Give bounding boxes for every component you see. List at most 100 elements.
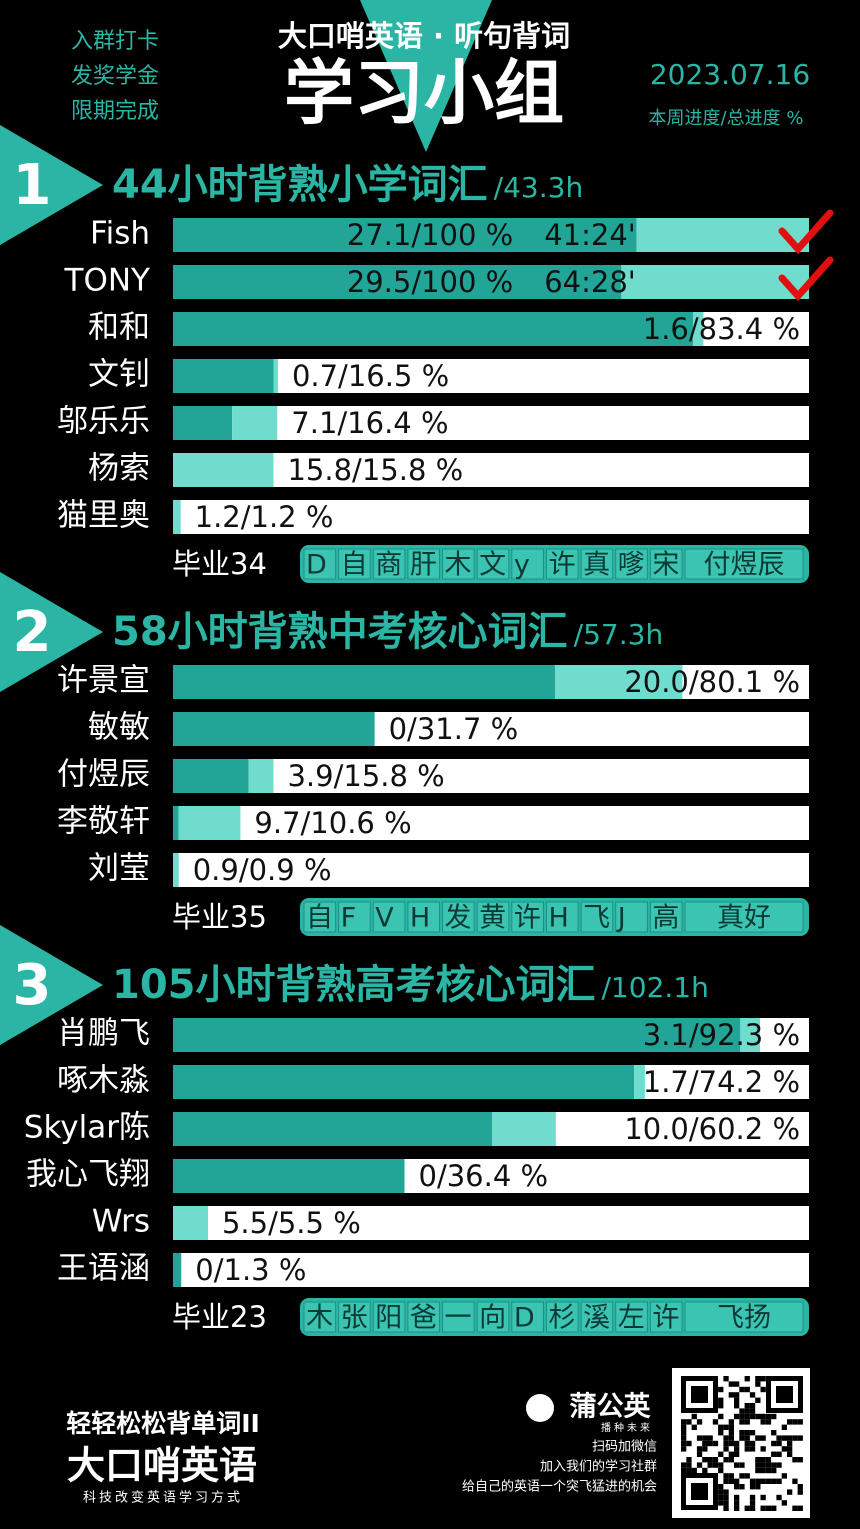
qr-module [734, 1451, 740, 1457]
qr-module [691, 1467, 697, 1474]
qr-module [691, 1424, 697, 1430]
graduate-cell [476, 1301, 510, 1333]
graduate-name: 一 [445, 1303, 472, 1334]
graduate-name: F [341, 903, 357, 934]
qr-module [749, 1403, 756, 1409]
qr-module [681, 1419, 687, 1425]
qr-module [744, 1408, 750, 1414]
qr-module [718, 1386, 724, 1393]
qr-module [755, 1462, 761, 1468]
graduate-cell [442, 1301, 475, 1333]
qr-module [749, 1408, 756, 1414]
qr-module [723, 1440, 729, 1447]
graduate-name: J [616, 903, 626, 934]
graduate-name: H [548, 903, 568, 934]
graduate-cell [545, 901, 579, 933]
graduate-cell [407, 1301, 441, 1333]
graduate-cell [442, 548, 475, 580]
bar-previous [173, 218, 637, 252]
progress-label: 7.1/16.4 % [291, 406, 448, 440]
section-number: 2 [13, 600, 52, 665]
qr-module [728, 1478, 734, 1484]
bar-previous [173, 406, 233, 440]
graduate-cell [511, 1301, 544, 1333]
qr-module [718, 1403, 724, 1409]
qr-module [760, 1419, 766, 1425]
graduate-cell [442, 901, 475, 933]
member-name: 王语涵 [57, 1251, 150, 1287]
qr-module [707, 1440, 713, 1447]
graduate-cell [684, 1301, 804, 1333]
progress-label: 9.7/10.6 % [254, 806, 411, 840]
progress-label: 20.0/80.1 % [624, 665, 800, 699]
qr-finder [691, 1483, 708, 1500]
qr-module [765, 1478, 772, 1484]
bar-weekly [492, 1112, 556, 1146]
graduate-name: 张 [341, 1303, 368, 1334]
progress-label: 0/1.3 % [195, 1253, 306, 1287]
qr-module [739, 1419, 745, 1425]
qr-module [744, 1419, 750, 1425]
qr-module [728, 1424, 734, 1430]
bar-weekly [273, 359, 278, 393]
qr-module [765, 1467, 772, 1474]
qr-module [728, 1381, 734, 1387]
qr-module [755, 1478, 761, 1484]
progress-label: 29.5/100 % [347, 265, 513, 299]
graduate-name: 自 [306, 903, 333, 934]
graduate-cell [338, 1301, 371, 1333]
header-line: 发奖学金 [71, 64, 159, 89]
graduate-name: 肝 [410, 550, 437, 581]
graduate-name: 商 [375, 550, 402, 581]
qr-module [696, 1446, 703, 1452]
member-name: Fish [90, 216, 150, 252]
bar-weekly [173, 500, 181, 534]
member-name: 付煜辰 [57, 757, 150, 793]
qr-module [771, 1440, 777, 1447]
check-mark [778, 256, 834, 302]
qr-module [681, 1440, 687, 1447]
progress-label: 27.1/100 % [347, 218, 513, 252]
qr-module [718, 1424, 724, 1430]
qr-module [707, 1457, 713, 1463]
progress-label: 1.2/1.2 % [195, 500, 334, 534]
graduate-cell [303, 901, 337, 933]
qr-module [787, 1419, 793, 1425]
qr-module [686, 1457, 692, 1463]
qr-module [744, 1430, 750, 1436]
footer-line: 加入我们的学习社群 [540, 1459, 657, 1475]
qr-module [734, 1446, 740, 1452]
member-name: 许景宣 [57, 663, 150, 699]
qr-module [760, 1386, 766, 1393]
qr-module [728, 1457, 734, 1463]
member-name: 啄木淼 [57, 1063, 150, 1099]
qr-module [749, 1392, 756, 1398]
qr-module [723, 1424, 729, 1430]
qr-pattern [681, 1376, 803, 1511]
qr-module [755, 1413, 761, 1420]
graduate-name: 黄 [479, 903, 506, 934]
bar-previous [173, 312, 694, 346]
bar-weekly [178, 806, 241, 840]
qr-module [760, 1413, 766, 1420]
time-label: 41:24' [544, 218, 636, 252]
bar-previous [173, 759, 249, 793]
member-name: 和和 [88, 310, 150, 346]
graduate-name: 左 [618, 1303, 645, 1334]
check-mark [778, 209, 834, 255]
graduates-label: 毕业35 [172, 900, 267, 934]
qr-module [734, 1403, 740, 1409]
graduate-cell [476, 901, 510, 933]
graduate-name: 许 [652, 1303, 679, 1334]
qr-module [739, 1462, 745, 1468]
progress-label: 3.1/92.3 % [643, 1018, 800, 1052]
graduate-name: 木 [445, 550, 472, 581]
qr-module [739, 1386, 745, 1393]
qr-module [681, 1446, 687, 1452]
progress-label: 15.8/15.8 % [287, 453, 463, 487]
qr-module [755, 1397, 761, 1403]
qr-module [765, 1462, 772, 1468]
section-hours: /43.3h [494, 171, 584, 204]
header-line: 限期完成 [71, 99, 159, 124]
